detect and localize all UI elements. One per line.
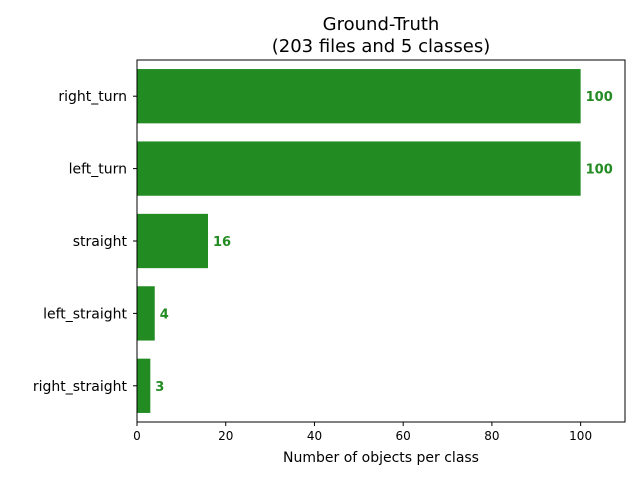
data-label-left_turn: 100 [586,163,613,178]
x-tick-label-40: 40 [307,429,322,443]
category-label-right_straight: right_straight [33,379,128,395]
x-ticks-group: 0 20 40 60 80 100 [133,422,592,443]
chart-title: Ground-Truth [323,14,440,35]
x-tick-label-0: 0 [133,429,141,443]
bars-group: 100 100 16 4 3 [137,69,613,413]
x-tick-label-100: 100 [569,429,592,443]
data-label-straight: 16 [213,235,231,250]
category-labels-group: right_turn left_turn straight left_straight… [33,89,137,395]
bar-left_turn [137,141,581,196]
data-label-right_turn: 100 [586,90,613,105]
bar-left_straight [137,286,155,341]
chart-subtitle: (203 files and 5 classes) [272,36,491,57]
bar-right_turn [137,69,581,124]
x-axis-label: Number of objects per class [283,450,479,466]
x-tick-label-20: 20 [218,429,233,443]
plot-frame [136,59,626,423]
bar-right_straight [137,358,151,413]
data-label-right_straight: 3 [155,380,164,395]
x-tick-label-80: 80 [484,429,499,443]
category-label-left_straight: left_straight [43,306,127,322]
category-label-left_turn: left_turn [69,162,127,178]
category-label-right_turn: right_turn [58,89,127,105]
data-label-left_straight: 4 [160,307,169,322]
bar-straight [137,213,208,269]
category-label-straight: straight [73,234,128,250]
x-tick-label-60: 60 [396,429,411,443]
